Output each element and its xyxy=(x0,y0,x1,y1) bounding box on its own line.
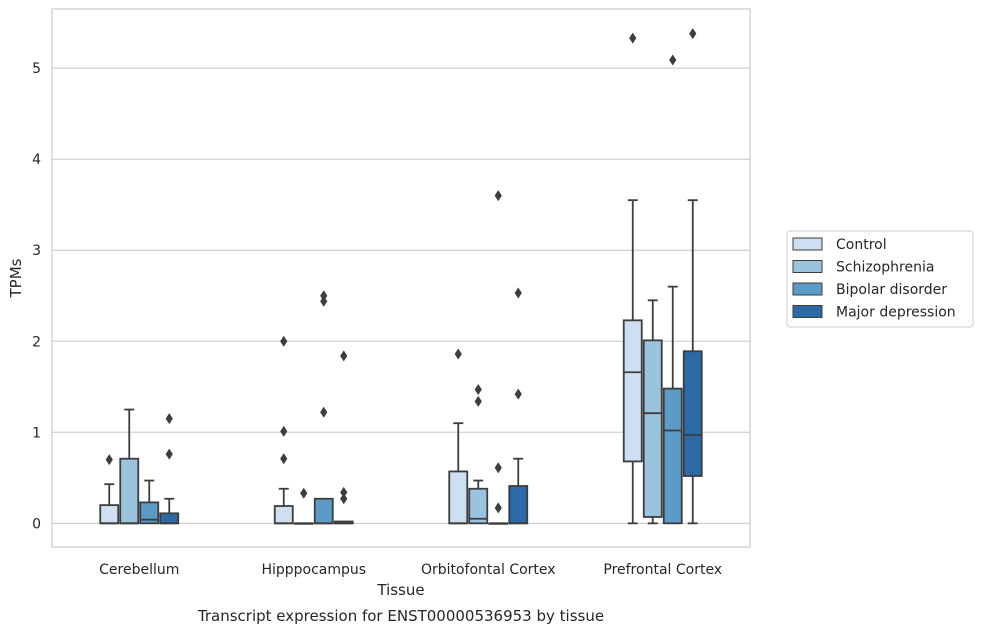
box-body xyxy=(448,470,469,525)
outlier-point xyxy=(280,453,288,465)
y-tick-label: 1 xyxy=(32,425,41,441)
x-tick-label: Orbitofontal Cortex xyxy=(421,562,556,578)
legend-swatch xyxy=(792,305,823,318)
legend-swatch xyxy=(792,237,823,251)
y-tick-label: 0 xyxy=(32,516,41,532)
outlier-point xyxy=(629,32,637,44)
outlier-point xyxy=(669,54,677,66)
x-tick-label: Hipppocampus xyxy=(261,562,366,578)
box-body xyxy=(273,505,294,525)
box-schizophrenia xyxy=(119,408,140,525)
legend-frame xyxy=(786,230,974,328)
box-schizophrenia xyxy=(293,487,314,525)
box-control xyxy=(273,335,294,525)
box-control xyxy=(448,348,469,525)
plot-frame xyxy=(51,8,751,548)
box-bipolar-disorder xyxy=(313,290,334,525)
box-major-depression xyxy=(333,350,354,525)
box-control xyxy=(99,454,120,525)
legend-label: Major depression xyxy=(836,305,956,321)
outlier-point xyxy=(689,28,697,40)
box-body xyxy=(119,457,140,525)
outlier-point xyxy=(165,448,173,460)
box-body xyxy=(468,487,489,525)
outlier-point xyxy=(474,384,482,396)
y-tick-label: 2 xyxy=(32,334,41,350)
outlier-point xyxy=(320,406,328,418)
outlier-point xyxy=(494,502,502,514)
box-major-depression xyxy=(508,287,529,525)
outlier-point xyxy=(514,287,522,299)
legend-label: Control xyxy=(836,237,887,253)
outlier-point xyxy=(514,388,522,400)
outlier-point xyxy=(300,487,308,499)
outlier-point xyxy=(280,335,288,347)
x-tick-label: Cerebellum xyxy=(99,562,179,578)
box-body xyxy=(682,350,703,477)
box-body xyxy=(508,485,529,525)
legend-label: Bipolar disorder xyxy=(836,282,947,298)
legend-swatch xyxy=(792,260,823,273)
y-tick-label: 4 xyxy=(32,152,41,168)
legend-swatch xyxy=(792,282,823,296)
box-body xyxy=(139,501,160,525)
boxes-layer xyxy=(99,28,703,525)
y-tick-label: 3 xyxy=(32,243,41,259)
box-body xyxy=(622,319,643,463)
box-bipolar-disorder xyxy=(662,54,683,525)
box-major-depression xyxy=(159,413,180,525)
outlier-point xyxy=(320,290,328,302)
box-body xyxy=(313,497,334,525)
chart-title: Transcript expression for ENST0000053695… xyxy=(197,607,604,625)
outlier-point xyxy=(474,395,482,407)
box-control xyxy=(622,32,643,525)
box-body xyxy=(662,387,683,525)
outlier-point xyxy=(165,413,173,425)
legend: Control Schizophrenia Bipolar disorder Majo… xyxy=(786,230,974,328)
x-axis-label: Tissue xyxy=(376,581,424,599)
x-tick-label: Prefrontal Cortex xyxy=(603,562,722,578)
box-bipolar-disorder xyxy=(488,190,509,525)
box-schizophrenia xyxy=(642,299,663,525)
y-tick-label: 5 xyxy=(32,61,41,77)
box-major-depression xyxy=(682,28,703,525)
box-body xyxy=(159,512,180,525)
box-body xyxy=(642,339,663,518)
outlier-point xyxy=(280,425,288,437)
outlier-point xyxy=(340,486,348,498)
y-tick-labels: 0 1 2 3 4 5 xyxy=(32,61,41,532)
outlier-point xyxy=(105,454,113,466)
y-axis-label: TPMs xyxy=(7,258,25,298)
legend-label: Schizophrenia xyxy=(836,260,934,276)
box-body xyxy=(99,504,120,525)
outlier-point xyxy=(494,190,502,202)
x-tick-labels: Cerebellum Hipppocampus Orbitofontal Corte… xyxy=(99,562,722,578)
box-bipolar-disorder xyxy=(139,479,160,525)
outlier-point xyxy=(494,462,502,474)
box-schizophrenia xyxy=(468,384,489,525)
outlier-point xyxy=(454,348,462,360)
outlier-point xyxy=(340,493,348,505)
outlier-point xyxy=(340,350,348,362)
